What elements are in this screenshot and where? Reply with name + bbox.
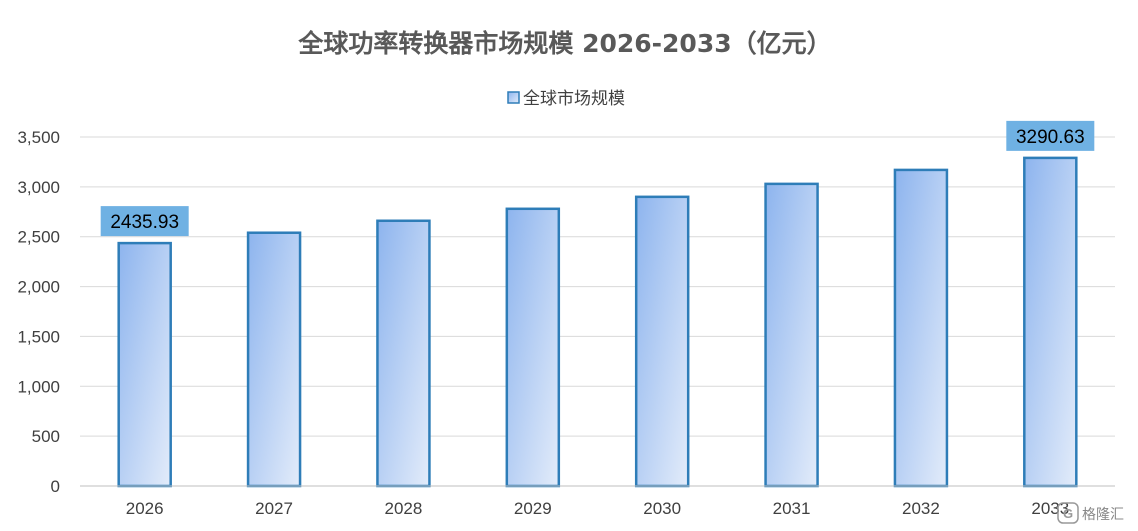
bar-2031 [764, 182, 819, 488]
bars [117, 156, 1078, 488]
data-label-2033: 3290.63 [1006, 120, 1095, 151]
y-axis: 0 500 1,000 1,500 2,000 2,500 3,000 3,500 [17, 128, 60, 496]
y-tick-label: 2,500 [17, 228, 60, 247]
data-labels: 2435.93 3290.63 [100, 120, 1095, 237]
x-tick-label: 2032 [902, 499, 940, 518]
y-tick-label: 1,000 [17, 377, 60, 396]
data-label-bg [100, 206, 189, 237]
y-tick-label: 0 [51, 477, 60, 496]
legend: 全球市场规模 [507, 89, 625, 109]
bar-2033 [1023, 156, 1078, 488]
gridlines [80, 136, 1115, 487]
bar-2027 [246, 231, 302, 488]
legend-swatch [507, 91, 520, 104]
x-tick-label: 2030 [643, 499, 681, 518]
y-tick-label: 3,000 [17, 178, 60, 197]
x-tick-label: 2028 [385, 499, 423, 518]
data-label-text: 3290.63 [1016, 127, 1085, 148]
data-label-2026: 2435.93 [100, 206, 189, 237]
x-tick-label: 2031 [773, 499, 811, 518]
y-tick-label: 3,500 [17, 128, 60, 147]
watermark-text: 格隆汇 [1082, 507, 1124, 523]
y-tick-label: 2,000 [17, 278, 60, 297]
chart-title: 全球功率转换器市场规模 2026-2033（亿元） [297, 29, 831, 58]
y-tick-label: 500 [32, 427, 60, 446]
svg-text:G: G [1063, 506, 1073, 521]
bar-2029 [505, 207, 561, 488]
y-tick-label: 1,500 [17, 327, 60, 346]
x-tick-label: 2029 [514, 499, 552, 518]
bar-2030 [634, 195, 690, 488]
bar-2026 [117, 241, 172, 488]
x-axis: 2026 2027 2028 2029 2030 2031 2032 2033 [80, 485, 1115, 518]
bar-2032 [893, 168, 949, 488]
x-tick-label: 2027 [255, 499, 293, 518]
data-label-bg [1006, 120, 1095, 151]
logo-g-icon: G [1057, 502, 1079, 524]
bar-2028 [376, 219, 431, 488]
watermark: G 格隆汇 [1057, 502, 1124, 524]
data-label-text: 2435.93 [110, 212, 179, 233]
x-tick-label: 2026 [126, 499, 164, 518]
legend-label: 全球市场规模 [523, 89, 625, 109]
